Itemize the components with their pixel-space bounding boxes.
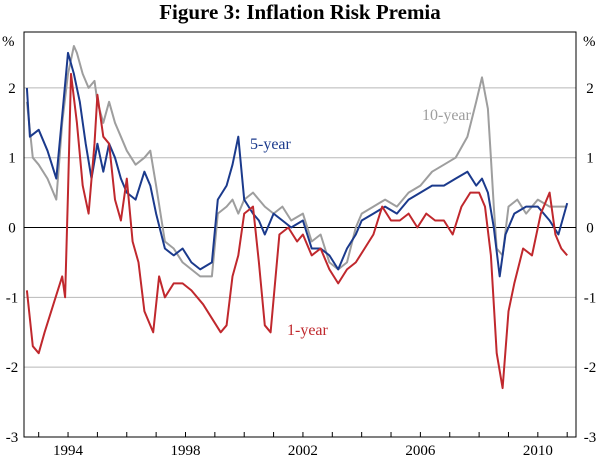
y-ticks: -3 -3 -2 -2 -1 -1 0 0 1 1 2 2	[6, 81, 597, 446]
y-axis-unit-left: %	[2, 34, 15, 50]
y-tick-label-left: 1	[8, 151, 16, 167]
y-tick-label-left: 0	[8, 221, 16, 237]
x-tick-label: 2010	[523, 443, 553, 459]
y-tick-label-left: -2	[6, 360, 19, 376]
x-tick-label: 1998	[170, 443, 200, 459]
series-label-5-year: 5-year	[250, 136, 292, 153]
y-tick-label-left: -3	[6, 430, 19, 446]
series-line-10-year	[25, 45, 568, 278]
x-tick-label: 1994	[53, 443, 84, 459]
axis-labels: % %	[2, 34, 596, 50]
series-label-1-year: 1-year	[287, 322, 329, 339]
y-tick-label-right: -3	[584, 430, 597, 446]
x-tick-label: 2006	[405, 443, 436, 459]
series-line-5-year	[25, 51, 569, 278]
y-tick-label-left: 2	[8, 81, 16, 97]
y-axis-unit-right: %	[583, 34, 596, 50]
y-tick-label-left: -1	[6, 290, 19, 306]
series-layer	[25, 45, 569, 390]
y-tick-label-right: 0	[586, 221, 594, 237]
chart-title: Figure 3: Inflation Risk Premia	[159, 0, 441, 24]
y-tick-label-right: 2	[586, 81, 594, 97]
x-tick-label: 2002	[288, 443, 318, 459]
series-line-1-year	[25, 72, 568, 390]
series-labels: 10-year 5-year 1-year	[250, 107, 472, 339]
y-tick-label-right: 1	[586, 151, 594, 167]
plot-frame	[23, 31, 577, 438]
series-label-10-year: 10-year	[422, 107, 472, 124]
y-tick-label-right: -2	[584, 360, 597, 376]
y-tick-label-right: -1	[584, 290, 597, 306]
x-ticks: 1994 1998 2002 2006 2010	[38, 432, 568, 459]
